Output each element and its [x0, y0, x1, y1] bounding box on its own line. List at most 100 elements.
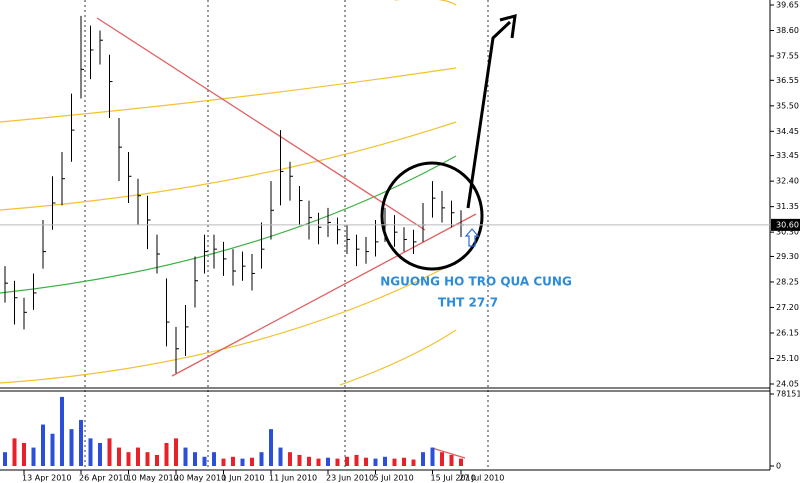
triangle [96, 17, 477, 459]
volume-bar [136, 447, 140, 466]
x-tick-label: 10 May 2010 [127, 474, 179, 483]
arc [0, 155, 457, 294]
fib-arcs [0, 0, 457, 386]
volume-bar [240, 458, 245, 466]
y-tick-label: 32.40 [776, 177, 799, 186]
volume-bar [288, 452, 292, 466]
x-tick-label: 5 Jul 2010 [374, 474, 414, 483]
volume-bar [278, 447, 283, 466]
y-tick-label: 26.15 [776, 328, 799, 337]
volume-bar [402, 457, 406, 466]
volume-bar [79, 419, 83, 466]
volume-bar [411, 459, 416, 466]
arc [339, 329, 457, 386]
x-tick-label: 20 May 2010 [174, 474, 226, 483]
volume-bar [117, 447, 121, 466]
trendline [431, 447, 466, 459]
trendline [171, 213, 477, 377]
volume-bar [88, 438, 93, 466]
volume-bar [212, 452, 216, 466]
volume-bar [155, 454, 159, 466]
volume-bar [183, 447, 188, 466]
last-price-label: 30.60 [776, 220, 799, 229]
volume-bar [440, 452, 444, 466]
x-tick-label: 23 Jun 2010 [326, 474, 374, 483]
volume-bar [221, 458, 226, 466]
highlight-circle [380, 161, 484, 271]
volume-bar [60, 396, 64, 466]
arc [395, 0, 457, 6]
y-tick-label: 27.20 [776, 303, 799, 312]
volume-bar [250, 457, 254, 466]
volume-bar [326, 457, 330, 466]
last-price-box [771, 218, 800, 231]
volume-bar [31, 447, 36, 466]
annotation: NGUONG HO TRO QUA CUNG [380, 275, 572, 289]
volume-bar [202, 456, 207, 466]
volume-bar [354, 454, 359, 466]
y-tick-label: 37.55 [776, 52, 799, 61]
volume-bar [364, 457, 368, 466]
volume-bar [22, 442, 26, 466]
volume-bar [145, 452, 150, 466]
x-tick-label: 27 Jul 2010 [459, 474, 504, 483]
x-tick-label: 1 Jun 2010 [222, 474, 265, 483]
volume-bar [345, 456, 349, 466]
x-tick-label: 15 Jul 2010 [431, 474, 476, 483]
volume-bar [98, 442, 102, 466]
x-tick-label: 13 Apr 2010 [22, 474, 71, 483]
volume-bar [41, 424, 45, 466]
volume-bar [231, 456, 235, 466]
volume-bar [3, 452, 7, 466]
y-tick-label: 38.60 [776, 26, 799, 35]
arc [0, 261, 457, 384]
x-tick-label: 11 Jun 2010 [269, 474, 317, 483]
volume-bar [12, 438, 17, 466]
x-tick-label: 26 Apr 2010 [79, 474, 128, 483]
volume-bar [50, 433, 55, 466]
arc [0, 121, 457, 211]
volume-bar [69, 429, 74, 466]
y-tick-label: 25.10 [776, 354, 799, 363]
volume-bar [107, 438, 112, 466]
y-tick-label: 24.05 [776, 380, 799, 389]
y-tick-label: 30.30 [776, 228, 799, 237]
volume-bar [174, 438, 178, 466]
volume-bar [335, 458, 340, 466]
period-separators [84, 0, 489, 470]
volume-bar [307, 456, 311, 466]
volume-bar [383, 456, 387, 466]
volume-bar [164, 442, 169, 466]
y-tick-label: 34.45 [776, 127, 799, 136]
arrow [466, 20, 512, 209]
y-tick-label: 28.25 [776, 277, 799, 286]
arc [0, 67, 457, 123]
volume-tick-label: 781515 [776, 390, 800, 399]
y-tick-label: 31.35 [776, 202, 799, 211]
up-arrow [464, 228, 480, 247]
annotation: THT 27.7 [438, 296, 498, 310]
volume-bar [259, 452, 264, 466]
volume-bars [3, 396, 463, 466]
arrow-head [499, 13, 517, 39]
y-tick-label: 29.30 [776, 252, 799, 261]
price-bars [4, 15, 464, 374]
volume-bar [373, 458, 378, 466]
volume-bar [449, 454, 454, 466]
volume-bar [126, 452, 131, 466]
volume-bar [392, 458, 397, 466]
y-tick-label: 39.65 [776, 1, 799, 10]
volume-bar [297, 454, 302, 466]
y-tick-label: 35.50 [776, 101, 799, 110]
volume-bar [316, 458, 321, 466]
volume-tick-label: 0 [776, 462, 781, 471]
volume-bar [459, 458, 463, 466]
volume-bar [269, 429, 273, 466]
volume-bar [193, 452, 197, 466]
y-tick-label: 33.45 [776, 151, 799, 160]
volume-bar [430, 447, 435, 466]
volume-bar [421, 452, 425, 466]
y-tick-label: 36.55 [776, 76, 799, 85]
